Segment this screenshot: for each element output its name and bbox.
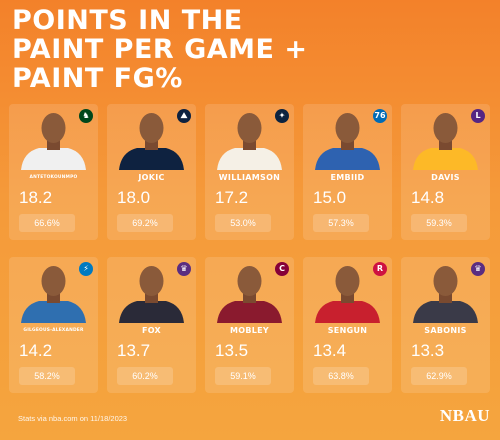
player-name: WILLIAMSON: [218, 173, 281, 182]
player-card: ♞ ANTETOKOUNMPO 18.2 66.6%: [9, 104, 98, 240]
player-headshot: [413, 266, 478, 323]
player-card: ⚡ GILGEOUS-ALEXANDER 14.2 58.2%: [9, 257, 98, 393]
rockets-logo-icon: R: [373, 262, 387, 276]
bucks-logo-icon: ♞: [79, 109, 93, 123]
player-name: MOBLEY: [229, 326, 269, 335]
paint-fg-badge: 62.9%: [411, 367, 467, 385]
thunder-logo-icon: ⚡: [79, 262, 93, 276]
player-headshot: [315, 266, 380, 323]
player-name: SENGUN: [327, 326, 368, 335]
points-in-paint-value: 18.2: [19, 188, 53, 207]
player-name: GILGEOUS-ALEXANDER: [23, 328, 84, 333]
player-name: ANTETOKOUNMPO: [29, 175, 78, 180]
player-card: ⛰ JOKIC 18.0 69.2%: [107, 104, 196, 240]
player-headshot: [315, 113, 380, 170]
paint-fg-badge: 66.6%: [19, 214, 75, 232]
points-in-paint-value: 14.2: [19, 341, 53, 360]
points-in-paint-value: 15.0: [313, 188, 347, 207]
player-name: JOKIC: [138, 173, 165, 182]
player-card: L DAVIS 14.8 59.3%: [401, 104, 490, 240]
paint-fg-badge: 69.2%: [117, 214, 173, 232]
paint-fg-badge: 58.2%: [19, 367, 75, 385]
page-title: POINTS IN THE PAINT PER GAME + PAINT FG%: [12, 6, 452, 93]
points-in-paint-value: 13.4: [313, 341, 347, 360]
paint-fg-badge: 59.1%: [215, 367, 271, 385]
points-in-paint-value: 13.7: [117, 341, 151, 360]
title-line-3: PAINT FG%: [12, 63, 183, 94]
pelicans-logo-icon: ✦: [275, 109, 289, 123]
player-headshot: [21, 113, 86, 170]
player-name: FOX: [141, 326, 162, 335]
player-card: ♛ FOX 13.7 60.2%: [107, 257, 196, 393]
player-card: R SENGUN 13.4 63.8%: [303, 257, 392, 393]
player-headshot: [119, 113, 184, 170]
points-in-paint-value: 18.0: [117, 188, 151, 207]
points-in-paint-value: 14.8: [411, 188, 445, 207]
points-in-paint-value: 17.2: [215, 188, 249, 207]
title-line-1: POINTS IN THE: [12, 5, 243, 36]
points-in-paint-value: 13.3: [411, 341, 445, 360]
paint-fg-badge: 63.8%: [313, 367, 369, 385]
paint-fg-badge: 59.3%: [411, 214, 467, 232]
76ers-logo-icon: 76: [373, 109, 387, 123]
player-headshot: [21, 266, 86, 323]
paint-fg-badge: 60.2%: [117, 367, 173, 385]
paint-fg-badge: 53.0%: [215, 214, 271, 232]
player-card: ✦ WILLIAMSON 17.2 53.0%: [205, 104, 294, 240]
paint-fg-badge: 57.3%: [313, 214, 369, 232]
kings-logo-icon: ♛: [177, 262, 191, 276]
lakers-logo-icon: L: [471, 109, 485, 123]
player-card: ♛ SABONIS 13.3 62.9%: [401, 257, 490, 393]
player-name: DAVIS: [431, 173, 460, 182]
nuggets-logo-icon: ⛰: [177, 109, 191, 123]
player-headshot: [413, 113, 478, 170]
cavaliers-logo-icon: C: [275, 262, 289, 276]
player-headshot: [217, 266, 282, 323]
player-name: SABONIS: [424, 326, 467, 335]
footer-source: Stats via nba.com on 11/18/2023: [18, 414, 128, 423]
points-in-paint-value: 13.5: [215, 341, 249, 360]
player-headshot: [217, 113, 282, 170]
player-card: C MOBLEY 13.5 59.1%: [205, 257, 294, 393]
player-name: EMBIID: [330, 173, 365, 182]
brand-logo: NBAU: [439, 406, 490, 425]
title-line-2: PAINT PER GAME +: [12, 34, 308, 65]
player-headshot: [119, 266, 184, 323]
kings-logo-icon: ♛: [471, 262, 485, 276]
player-card: 76 EMBIID 15.0 57.3%: [303, 104, 392, 240]
